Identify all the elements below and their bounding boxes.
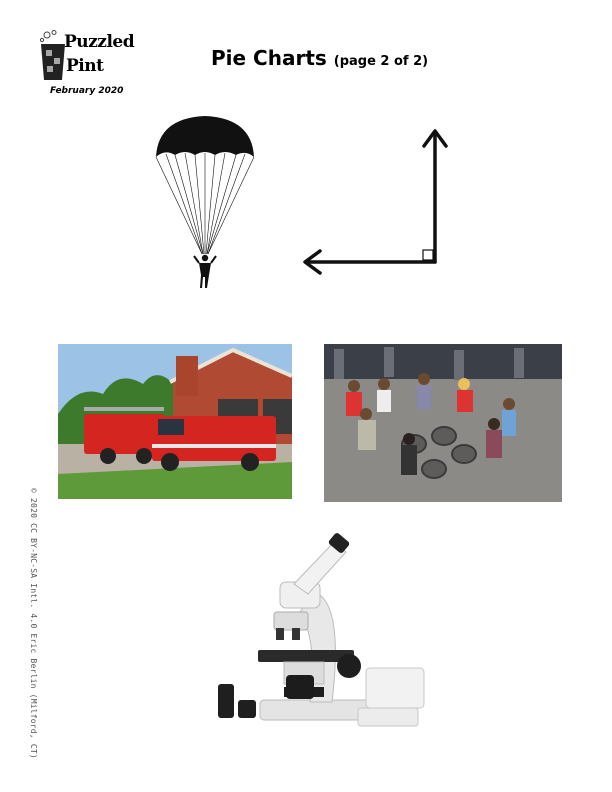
right-angle-arrows-icon <box>300 122 450 282</box>
parachute-icon <box>150 112 260 292</box>
microscope-photo <box>214 532 430 728</box>
title-main: Pie Charts <box>211 46 327 70</box>
dancing-kids-photo <box>324 344 562 502</box>
logo-word-puzzled: Puzzled <box>64 32 135 52</box>
logo-word-pint: Pint <box>66 56 104 76</box>
page-title: Pie Charts (page 2 of 2) <box>211 46 428 70</box>
fire-engines-photo <box>58 344 292 499</box>
title-subtitle: (page 2 of 2) <box>333 54 429 69</box>
puzzled-pint-logo: Puzzled Pint February 2020 <box>38 28 138 98</box>
pint-glass-icon <box>39 30 65 80</box>
logo-date: February 2020 <box>50 86 124 96</box>
copyright-notice: © 2020 CC BY-NC-SA Intl. 4.0 Eric Berlin… <box>29 488 38 759</box>
